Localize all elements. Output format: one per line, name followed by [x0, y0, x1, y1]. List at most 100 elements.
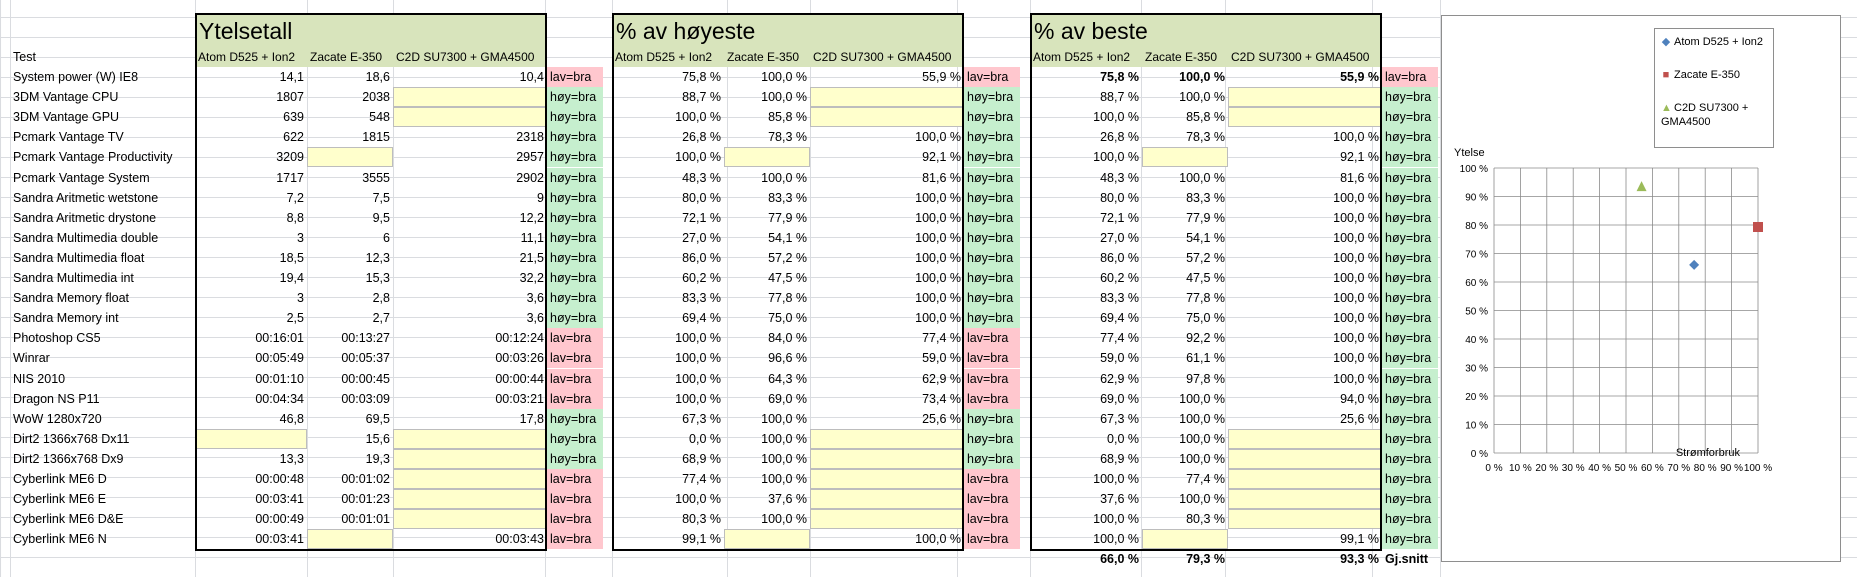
data-cell[interactable]: 100,0 %: [915, 230, 961, 245]
rating-tag[interactable]: høy=bra: [964, 408, 1020, 429]
data-cell[interactable]: 19,4: [279, 271, 304, 285]
rating-tag[interactable]: høy=bra: [964, 268, 1020, 288]
data-cell[interactable]: 83,3 %: [682, 291, 721, 306]
header-col3[interactable]: C2D SU7300 + GMA4500: [393, 47, 547, 67]
data-cell[interactable]: 25,6 %: [1340, 411, 1379, 426]
data-cell[interactable]: 60,2 %: [1100, 271, 1139, 285]
rating-tag[interactable]: høy=bra: [1382, 428, 1438, 449]
data-cell[interactable]: 99,1 %: [682, 532, 721, 547]
data-cell[interactable]: 100,0 %: [1179, 391, 1225, 406]
data-cell[interactable]: 100,0 %: [915, 291, 961, 306]
data-cell[interactable]: 68,9 %: [682, 451, 721, 466]
rating-tag[interactable]: høy=bra: [964, 187, 1020, 208]
data-cell[interactable]: 17,8: [519, 411, 544, 426]
rating-tag[interactable]: høy=bra: [964, 448, 1020, 469]
data-cell[interactable]: 46,8: [279, 411, 304, 426]
data-cell[interactable]: 81,6 %: [1340, 170, 1379, 185]
data-cell[interactable]: [195, 428, 307, 449]
row-label[interactable]: 3DM Vantage CPU: [13, 90, 119, 105]
data-cell[interactable]: 100,0 %: [761, 170, 807, 185]
data-cell[interactable]: 2318: [516, 130, 544, 145]
data-cell[interactable]: 3: [297, 291, 304, 306]
data-cell[interactable]: 100,0 %: [761, 70, 807, 84]
data-cell[interactable]: 83,3 %: [1100, 291, 1139, 306]
data-cell[interactable]: 77,4 %: [922, 331, 961, 346]
data-cell[interactable]: 69,4 %: [682, 311, 721, 326]
data-cell[interactable]: [393, 448, 547, 469]
data-cell[interactable]: 100,0 %: [915, 311, 961, 326]
data-cell[interactable]: 0,0 %: [1107, 431, 1139, 446]
rating-tag[interactable]: lav=bra: [964, 328, 1020, 349]
rating-tag[interactable]: høy=bra: [1382, 227, 1438, 248]
data-cell[interactable]: 47,5 %: [768, 271, 807, 285]
rating-tag[interactable]: høy=bra: [1382, 348, 1438, 369]
rating-tag[interactable]: lav=bra: [964, 529, 1020, 550]
data-cell[interactable]: 00:03:41: [255, 532, 304, 547]
row-label[interactable]: Sandra Multimedia int: [13, 271, 134, 285]
section-title-ytelsetall[interactable]: Ytelsetall: [195, 15, 547, 47]
data-cell[interactable]: 14,1: [279, 70, 304, 84]
rating-tag[interactable]: høy=bra: [1382, 388, 1438, 409]
rating-tag[interactable]: lav=bra: [1382, 67, 1438, 87]
data-cell[interactable]: 100,0 %: [761, 472, 807, 486]
data-cell[interactable]: 00:16:01: [255, 331, 304, 346]
header-col3[interactable]: C2D SU7300 + GMA4500: [810, 47, 964, 67]
data-cell[interactable]: 2957: [516, 150, 544, 165]
data-cell[interactable]: 85,8 %: [1186, 110, 1225, 125]
data-cell[interactable]: 3,6: [526, 291, 544, 306]
data-cell[interactable]: 100,0 %: [1179, 451, 1225, 466]
rating-tag[interactable]: høy=bra: [1382, 247, 1438, 268]
data-cell[interactable]: 12,2: [519, 210, 544, 225]
data-cell[interactable]: 100,0 %: [675, 150, 721, 165]
data-cell[interactable]: 1717: [276, 170, 304, 185]
row-label[interactable]: Dirt2 1366x768 Dx11: [13, 431, 130, 446]
rating-tag[interactable]: lav=bra: [547, 388, 603, 409]
data-cell[interactable]: [810, 448, 964, 469]
rating-tag[interactable]: høy=bra: [1382, 448, 1438, 469]
rating-tag[interactable]: høy=bra: [1382, 408, 1438, 429]
data-cell[interactable]: [1228, 509, 1382, 530]
data-cell[interactable]: 54,1 %: [1186, 230, 1225, 245]
section-title-hoyeste[interactable]: % av høyeste: [612, 15, 964, 47]
data-cell[interactable]: [810, 87, 964, 108]
scatter-chart[interactable]: 0 % 10 % 20 % 30 % 40 % 50 % 60 % 70 % 80 % 90 % 1…: [1441, 15, 1841, 562]
data-cell[interactable]: 2,5: [286, 311, 304, 326]
data-cell[interactable]: 75,8 %: [682, 70, 721, 84]
data-cell[interactable]: 88,7 %: [682, 90, 721, 105]
data-cell[interactable]: 10,4: [519, 70, 544, 84]
data-cell[interactable]: 26,8 %: [682, 130, 721, 145]
rating-tag[interactable]: høy=bra: [964, 87, 1020, 108]
data-cell[interactable]: 100,0 %: [1333, 210, 1379, 225]
data-cell[interactable]: 00:05:49: [255, 351, 304, 366]
data-cell[interactable]: [810, 489, 964, 510]
data-cell[interactable]: 69,0 %: [768, 391, 807, 406]
row-label[interactable]: Sandra Memory int: [13, 311, 119, 326]
data-cell[interactable]: 64,3 %: [768, 371, 807, 386]
rating-tag[interactable]: høy=bra: [547, 227, 603, 248]
data-cell[interactable]: 59,0 %: [922, 351, 961, 366]
data-cell[interactable]: 72,1 %: [1100, 210, 1139, 225]
rating-tag[interactable]: høy=bra: [1382, 207, 1438, 228]
data-cell[interactable]: 54,1 %: [768, 230, 807, 245]
data-cell[interactable]: 8,8: [286, 210, 304, 225]
row-label[interactable]: NIS 2010: [13, 371, 66, 386]
data-cell[interactable]: [393, 107, 547, 128]
data-cell[interactable]: [724, 147, 810, 168]
data-cell[interactable]: 7,2: [286, 190, 304, 205]
data-cell[interactable]: [810, 428, 964, 449]
rating-tag[interactable]: høy=bra: [964, 308, 1020, 329]
rating-tag[interactable]: høy=bra: [547, 268, 603, 288]
data-cell[interactable]: 77,9 %: [1186, 210, 1225, 225]
data-cell[interactable]: 100,0 %: [675, 331, 721, 346]
data-cell[interactable]: 25,6 %: [922, 411, 961, 426]
data-cell[interactable]: 100,0 %: [675, 492, 721, 507]
data-cell[interactable]: 78,3 %: [1186, 130, 1225, 145]
data-cell[interactable]: 97,8 %: [1186, 371, 1225, 386]
row-label[interactable]: Dirt2 1366x768 Dx9: [13, 451, 124, 466]
data-cell[interactable]: 77,4 %: [682, 472, 721, 486]
data-cell[interactable]: 0,0 %: [689, 431, 721, 446]
data-cell[interactable]: 11,1: [520, 230, 544, 245]
data-cell[interactable]: 00:03:41: [255, 492, 304, 507]
data-cell[interactable]: 83,3 %: [1186, 190, 1225, 205]
data-cell[interactable]: 100,0 %: [915, 130, 961, 145]
